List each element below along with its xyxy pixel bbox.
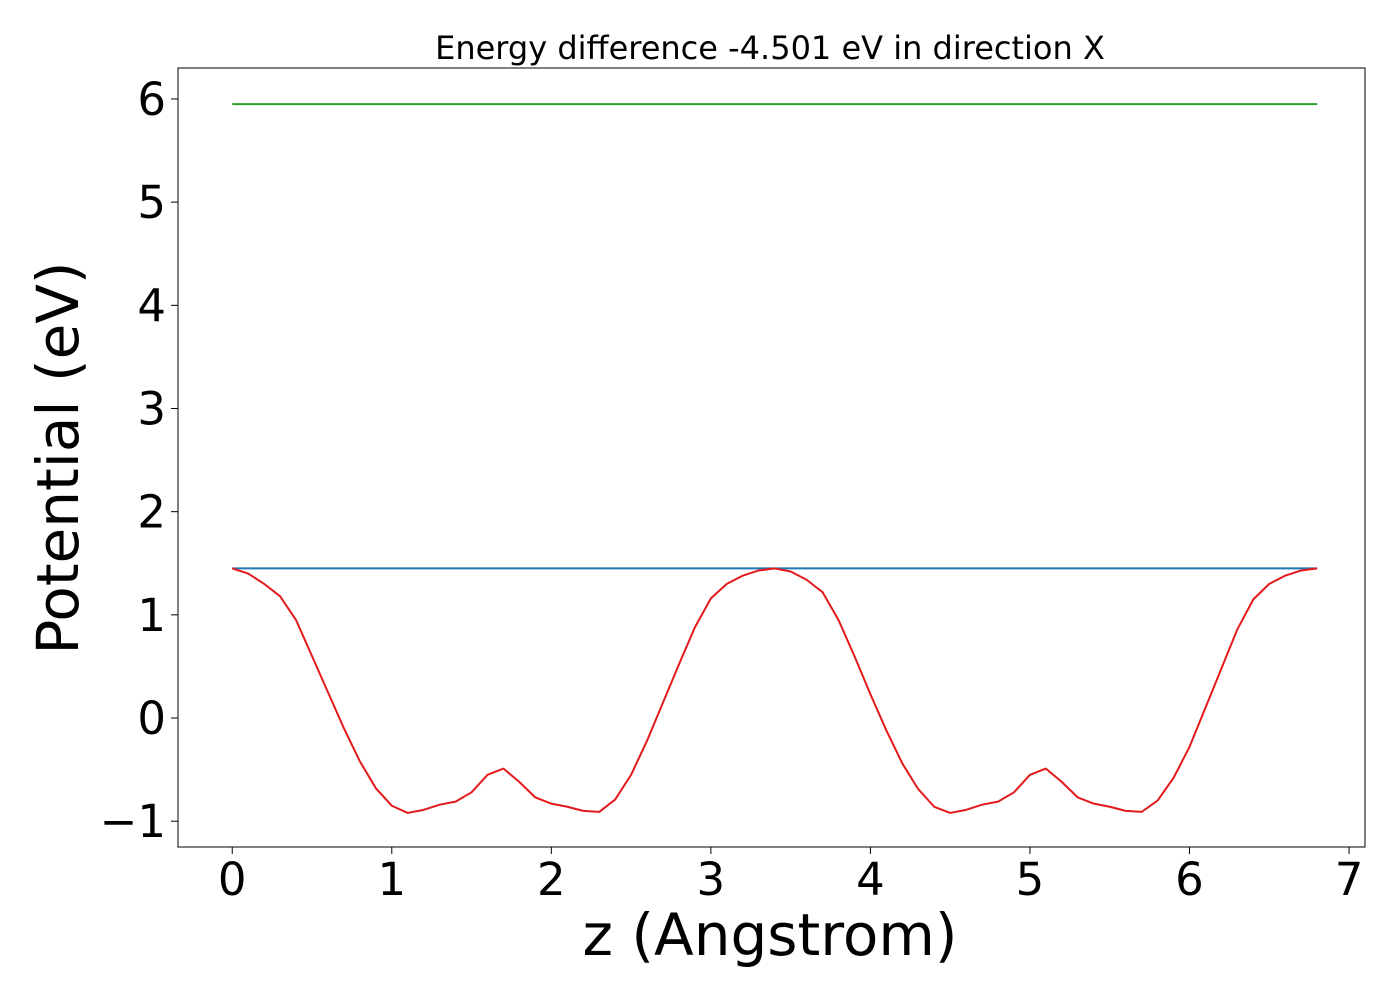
x-tick-label: 3 xyxy=(697,853,726,906)
y-tick-label: 0 xyxy=(137,692,166,745)
y-tick-label: 2 xyxy=(137,486,166,539)
x-tick-label: 5 xyxy=(1016,853,1045,906)
y-tick-label: 4 xyxy=(137,279,166,332)
y-axis-ticks: −1 0 1 2 3 4 5 6 xyxy=(100,73,178,848)
x-tick-label: 6 xyxy=(1175,853,1204,906)
y-tick-label: 6 xyxy=(137,73,166,126)
x-axis-label: z (Angstrom) xyxy=(583,901,958,969)
series-line-3 xyxy=(231,567,1318,814)
y-tick-label: 5 xyxy=(137,176,166,229)
x-tick-label: 7 xyxy=(1335,853,1364,906)
y-tick-label: 3 xyxy=(137,382,166,435)
x-tick-label: 1 xyxy=(377,853,406,906)
x-axis-ticks: 0 1 2 3 4 5 6 7 xyxy=(218,847,1363,906)
plot-frame xyxy=(177,67,1366,848)
y-axis-label: Potential (eV) xyxy=(24,261,92,654)
x-tick-label: 2 xyxy=(537,853,566,906)
x-tick-label: 0 xyxy=(218,853,247,906)
chart-title: Energy difference -4.501 eV in direction… xyxy=(435,29,1105,67)
y-tick-label: −1 xyxy=(100,795,166,848)
y-tick-label: 1 xyxy=(137,589,166,642)
x-tick-label: 4 xyxy=(856,853,885,906)
plot-lines xyxy=(231,103,1318,814)
